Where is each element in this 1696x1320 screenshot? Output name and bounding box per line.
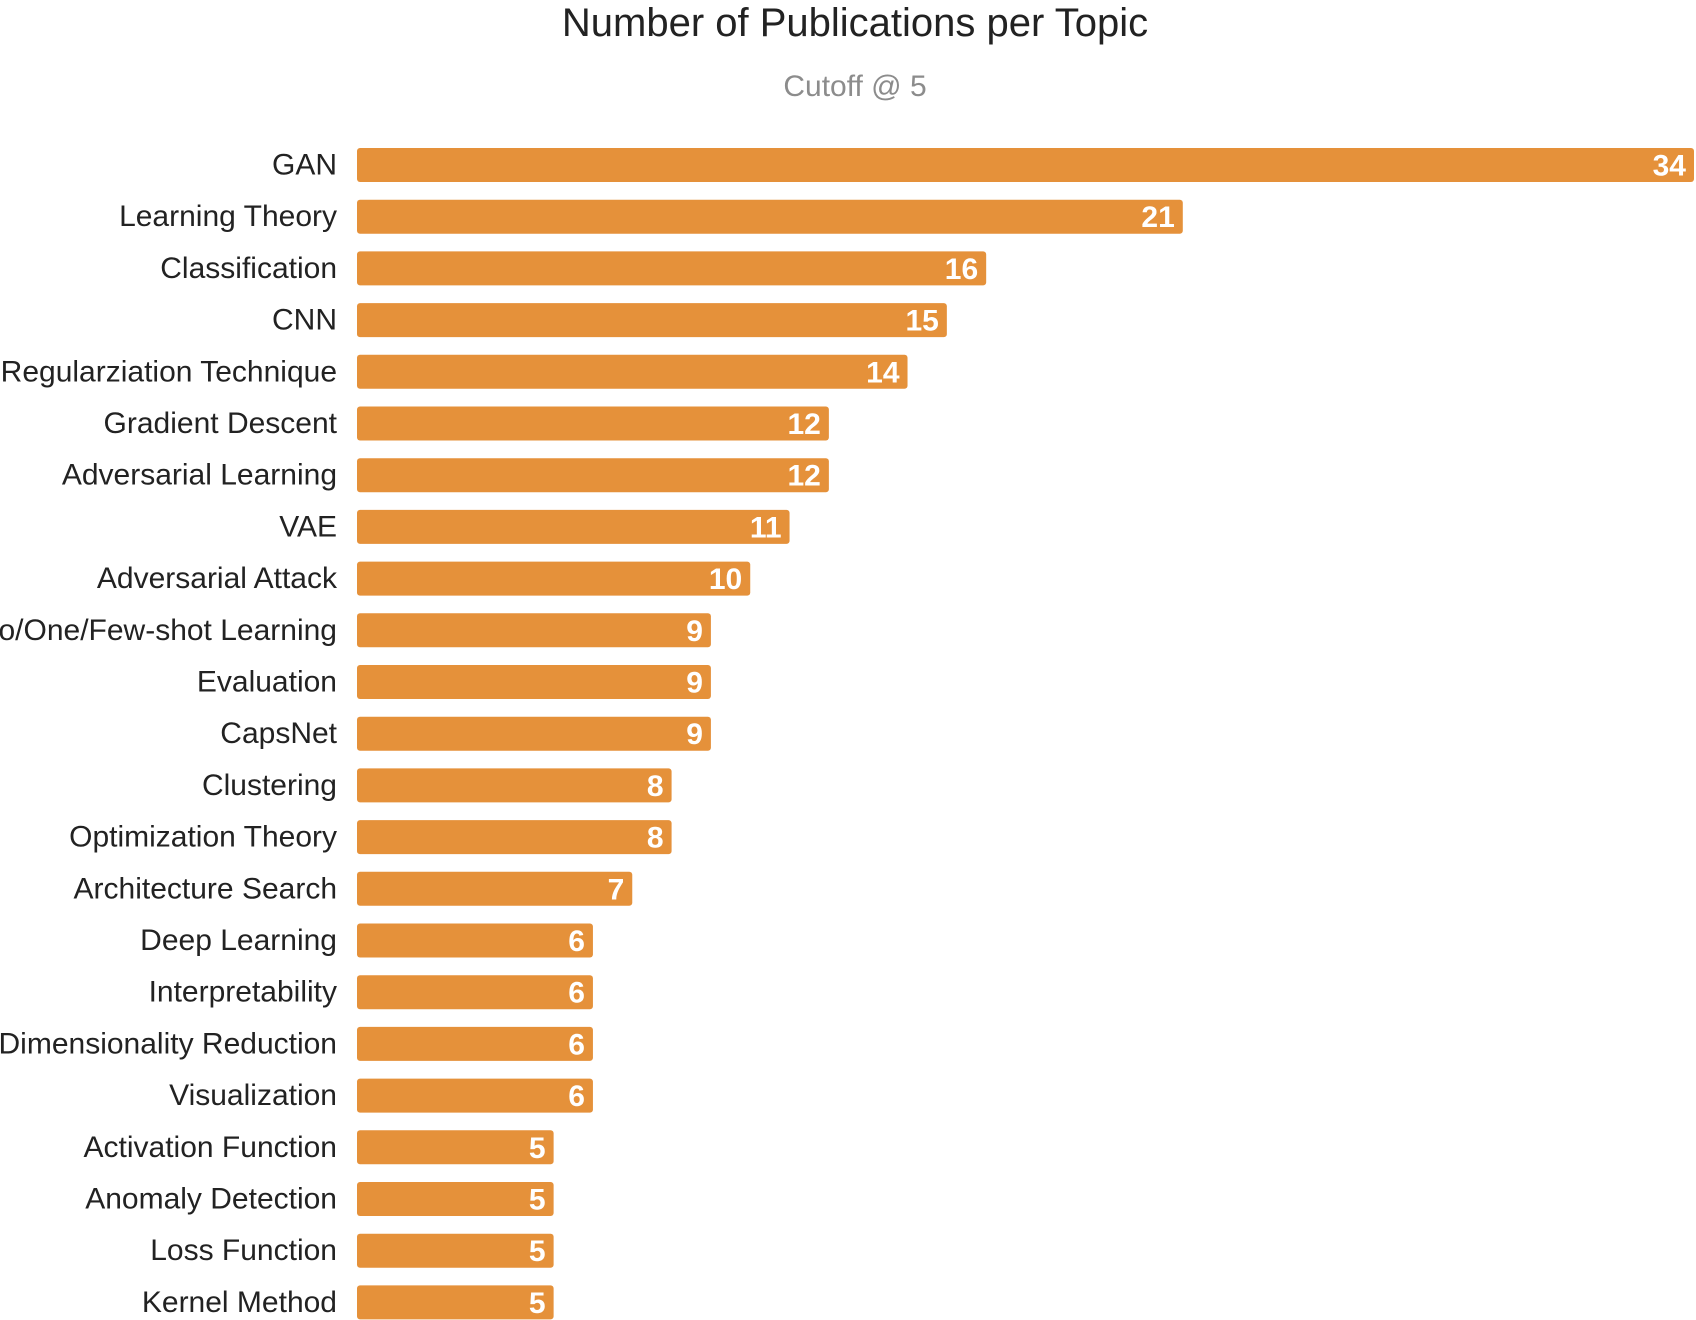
bar-value-label: 5 — [529, 1184, 546, 1217]
bar — [357, 251, 987, 286]
bar-value-label: 5 — [529, 1132, 546, 1165]
category-label: Optimization Theory — [69, 821, 337, 854]
category-label: Anomaly Detection — [85, 1183, 337, 1216]
bar — [357, 458, 829, 493]
bar-value-label: 5 — [529, 1287, 546, 1320]
bar — [357, 1285, 554, 1320]
bar-value-label: 6 — [568, 925, 585, 958]
bar-value-label: 6 — [568, 977, 585, 1010]
category-label: Classification — [160, 252, 337, 285]
bar-value-label: 11 — [750, 511, 782, 544]
category-label: Interpretability — [149, 976, 337, 1009]
category-label: Zero/One/Few-shot Learning — [0, 614, 337, 647]
bar-value-label: 9 — [686, 615, 703, 648]
bar — [357, 1078, 593, 1113]
bar-value-label: 21 — [1141, 201, 1174, 234]
bar — [357, 820, 672, 855]
bar-value-label: 14 — [866, 356, 900, 389]
category-label: Dimensionality Reduction — [0, 1027, 337, 1060]
bars-group: GAN 34 Learning Theory 21 Classification 16 CN… — [0, 148, 1694, 1320]
category-label: Gradient Descent — [104, 407, 338, 440]
category-label: Deep Learning — [140, 924, 337, 957]
bar — [357, 1233, 554, 1268]
bar-value-label: 8 — [647, 770, 664, 803]
chart-subtitle: Cutoff @ 5 — [783, 70, 926, 103]
category-label: Learning Theory — [119, 200, 337, 233]
bar — [357, 665, 711, 699]
bar-value-label: 6 — [568, 1080, 585, 1113]
bar-value-label: 34 — [1653, 150, 1687, 183]
bar-value-label: 7 — [608, 873, 625, 906]
bar — [357, 354, 908, 389]
bar — [357, 406, 829, 441]
bar — [357, 923, 593, 958]
bar-value-label: 12 — [788, 408, 821, 441]
bar — [357, 768, 672, 803]
bar-value-label: 6 — [568, 1028, 585, 1061]
bar-value-label: 8 — [647, 822, 664, 855]
category-label: Regularziation Technique — [1, 355, 337, 388]
bar — [357, 509, 790, 544]
category-label: Evaluation — [197, 666, 337, 699]
bar-value-label: 12 — [788, 460, 821, 493]
bar-value-label: 5 — [529, 1235, 546, 1268]
bar — [357, 1182, 554, 1216]
category-label: Adversarial Attack — [97, 562, 338, 595]
bar — [357, 199, 1183, 234]
bar-value-label: 10 — [709, 563, 742, 596]
category-label: Clustering — [202, 769, 337, 802]
category-label: CNN — [272, 304, 337, 337]
category-label: Adversarial Learning — [62, 459, 337, 492]
category-label: GAN — [272, 149, 337, 182]
bar-value-label: 9 — [686, 718, 703, 751]
category-label: CapsNet — [220, 717, 337, 750]
category-label: Kernel Method — [142, 1286, 337, 1319]
bar — [357, 1026, 593, 1061]
bar — [357, 561, 751, 596]
bar — [357, 148, 1694, 182]
chart-title: Number of Publications per Topic — [562, 1, 1148, 45]
bar — [357, 716, 711, 751]
category-label: Visualization — [169, 1079, 337, 1112]
bar — [357, 303, 947, 338]
bar-value-label: 16 — [945, 253, 978, 286]
bar — [357, 975, 593, 1010]
category-label: Activation Function — [84, 1131, 337, 1164]
category-label: Architecture Search — [74, 872, 337, 905]
bar-value-label: 15 — [905, 305, 938, 338]
bar — [357, 613, 711, 648]
bar — [357, 1130, 554, 1165]
bar-value-label: 9 — [686, 667, 703, 700]
bar — [357, 871, 633, 906]
category-label: VAE — [279, 510, 337, 543]
category-label: Loss Function — [150, 1234, 337, 1267]
